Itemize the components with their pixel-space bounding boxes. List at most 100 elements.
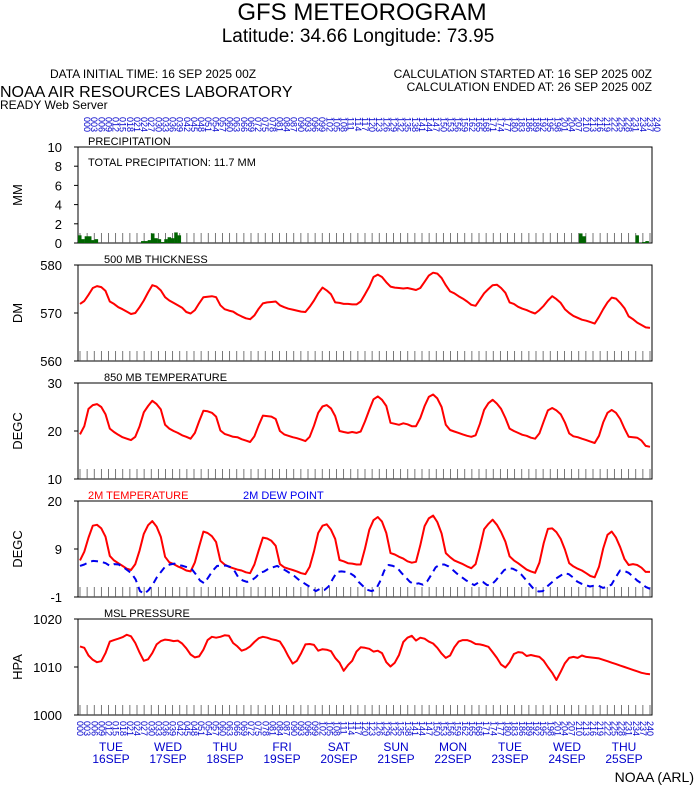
top-hour-label: 030 — [153, 117, 163, 132]
bottom-hour-label: 108 — [332, 721, 342, 736]
bottom-hour-label: 042 — [175, 721, 185, 736]
location-label: Latitude: 34.66 Longitude: 73.95 — [222, 26, 495, 47]
panel-frame — [77, 618, 653, 716]
top-hour-label: 192 — [538, 117, 548, 132]
bottom-hour-label: 093 — [296, 721, 306, 736]
top-hour-label: 057 — [217, 117, 227, 132]
precip-bar — [91, 240, 95, 243]
top-hour-label: 156 — [453, 117, 463, 132]
bottom-hour-label: 075 — [253, 721, 263, 736]
panel-1: 0 2 4 6 8 10 MM PRECIPITATION TOTAL PRECIPITATIO… — [10, 136, 653, 251]
y-tick-label: 9 — [55, 542, 62, 557]
top-hour-label: 201 — [559, 117, 569, 132]
day-name-label: SAT — [328, 740, 351, 754]
precip-bar — [582, 236, 586, 243]
bottom-hour-label: 024 — [132, 721, 142, 736]
top-hour-label: 087 — [289, 117, 299, 132]
top-hour-labels: 0000030060090120150180210240270300330360… — [82, 117, 662, 132]
precip-bar — [144, 241, 148, 243]
bottom-hour-label: 090 — [289, 721, 299, 736]
precip-bar — [177, 235, 182, 243]
bottom-hour-label: 057 — [210, 721, 220, 736]
day-name-label: TUE — [99, 740, 123, 754]
precip-bar — [170, 238, 175, 243]
top-hour-label: 129 — [388, 117, 398, 132]
top-hour-label: 171 — [488, 117, 498, 132]
top-hour-label: 039 — [175, 117, 185, 132]
top-hour-label: 063 — [232, 117, 242, 132]
day-date-label: 21SEP — [377, 752, 414, 766]
bottom-hour-label: 168 — [474, 721, 484, 736]
bottom-hour-label: 240 — [645, 721, 655, 736]
panel-title: 500 MB THICKNESS — [104, 254, 208, 266]
bottom-hour-label: 198 — [545, 721, 555, 736]
bottom-hour-label: 234 — [631, 721, 641, 736]
top-hour-label: 237 — [645, 117, 655, 132]
top-hour-label: 159 — [460, 117, 470, 132]
top-hour-label: 195 — [545, 117, 555, 132]
top-hour-label: 210 — [581, 117, 591, 132]
top-hour-label: 105 — [331, 117, 341, 132]
bottom-hour-label: 066 — [232, 721, 242, 736]
server-label: READY Web Server — [0, 98, 108, 112]
day-name-label: WED — [553, 740, 581, 754]
bottom-hour-label: 147 — [424, 721, 434, 736]
bottom-hour-label: 129 — [381, 721, 391, 736]
y-tick-label: 570 — [40, 306, 62, 321]
top-hour-label: 198 — [552, 117, 562, 132]
top-hour-label: 084 — [282, 117, 292, 132]
bottom-hour-label: 087 — [282, 721, 292, 736]
bottom-hour-label: 150 — [431, 721, 441, 736]
panel-title: PRECIPITATION — [88, 136, 171, 148]
top-hour-label: 228 — [624, 117, 634, 132]
top-hour-label: 096 — [310, 117, 320, 132]
bottom-hour-label: 180 — [503, 721, 513, 736]
top-hour-label: 015 — [118, 117, 128, 132]
pressure-line — [79, 633, 651, 681]
precip-bar — [147, 240, 152, 243]
bottom-hour-label: 045 — [182, 721, 192, 736]
top-hour-label: 093 — [303, 117, 313, 132]
top-hour-label: 165 — [474, 117, 484, 132]
bottom-hour-label: 030 — [146, 721, 156, 736]
bottom-hour-label: 069 — [239, 721, 249, 736]
bottom-hour-label: 228 — [617, 721, 627, 736]
top-hour-label: 009 — [103, 117, 113, 132]
day-date-label: 24SEP — [548, 752, 585, 766]
top-hour-label: 162 — [467, 117, 477, 132]
panel-4: -1 9 20 DEGC 2M TEMPERATURE 2M DEW POINT — [10, 490, 653, 605]
top-hour-label: 189 — [531, 117, 541, 132]
top-hour-label: 000 — [82, 117, 92, 132]
bottom-hour-label: 054 — [203, 721, 213, 736]
lab-name: NOAA AIR RESOURCES LABORATORY — [0, 84, 293, 101]
top-hour-label: 216 — [595, 117, 605, 132]
top-hour-label: 120 — [367, 117, 377, 132]
bottom-hour-label: 156 — [446, 721, 456, 736]
bottom-hour-label: 048 — [189, 721, 199, 736]
precip-bar — [94, 239, 99, 243]
precip-bar — [84, 236, 89, 243]
top-hour-label: 231 — [631, 117, 641, 132]
bottom-hour-label: 210 — [574, 721, 584, 736]
temp850-line — [79, 393, 651, 448]
day-date-label: 18SEP — [206, 752, 243, 766]
top-hour-label: 141 — [417, 117, 427, 132]
top-hour-label: 045 — [189, 117, 199, 132]
bottom-hour-label: 084 — [275, 721, 285, 736]
bottom-hour-label: 099 — [310, 721, 320, 736]
panels: 0 2 4 6 8 10 MM PRECIPITATION TOTAL PRECIPITATIO… — [10, 136, 653, 723]
y-tick-label: 1020 — [33, 612, 62, 627]
data-initial-time: DATA INITIAL TIME: 16 SEP 2025 00Z — [50, 67, 256, 81]
bottom-hour-label: 189 — [524, 721, 534, 736]
top-hour-label: 234 — [638, 117, 648, 132]
bottom-hour-label: 225 — [609, 721, 619, 736]
legend-temperature: 2M TEMPERATURE — [88, 490, 188, 502]
day-name-label: TUE — [498, 740, 522, 754]
day-name-label: THU — [213, 740, 238, 754]
top-hour-label: 090 — [296, 117, 306, 132]
top-hour-label: 135 — [403, 117, 413, 132]
top-hour-label: 219 — [602, 117, 612, 132]
bottom-hour-label: 123 — [367, 721, 377, 736]
top-hour-label: 174 — [495, 117, 505, 132]
bottom-hour-label: 063 — [225, 721, 235, 736]
